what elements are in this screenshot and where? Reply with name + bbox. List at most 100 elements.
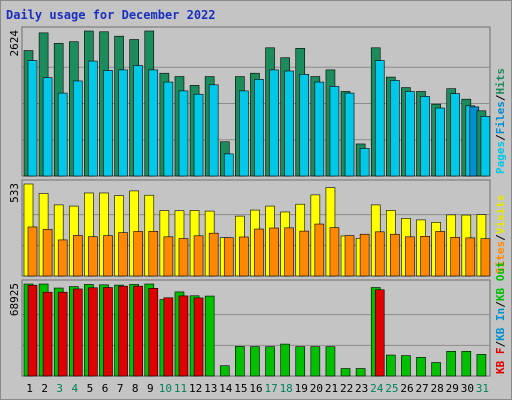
bar-kb-f <box>42 291 53 377</box>
bar-kb-f <box>27 284 38 377</box>
bar-kb-out <box>416 357 426 377</box>
legend-entry: / <box>494 301 507 308</box>
bar-files <box>329 86 340 177</box>
bar-kb-out <box>401 355 411 377</box>
bar-files <box>284 70 294 177</box>
day-label: 31 <box>476 382 489 395</box>
y-max-label: 533 <box>8 183 21 203</box>
bar-sites <box>344 235 355 277</box>
bar-sites <box>42 229 53 277</box>
bar-kb-out <box>325 346 336 377</box>
bar-files <box>27 60 38 177</box>
bar-files <box>163 81 174 177</box>
day-label: 5 <box>87 382 94 395</box>
bar-sites <box>450 237 461 277</box>
bar-sites <box>435 231 445 277</box>
bar-files <box>405 91 415 177</box>
day-label: 11 <box>174 382 187 395</box>
bar-files <box>118 69 128 177</box>
bar-sites <box>299 230 310 277</box>
bar-files <box>72 80 83 177</box>
legend-entry: Hits <box>494 68 507 95</box>
bar-files <box>359 148 370 177</box>
bar-files <box>344 92 355 177</box>
day-label: 30 <box>461 382 474 395</box>
day-label: 17 <box>264 382 277 395</box>
bar-kb-out <box>204 295 215 377</box>
bar-files <box>299 74 310 177</box>
bar-kb-f <box>133 285 143 377</box>
day-label: 13 <box>204 382 217 395</box>
day-label: 15 <box>234 382 247 395</box>
bar-kb-out <box>355 368 366 377</box>
bar-files <box>88 60 98 177</box>
day-label: 2 <box>41 382 48 395</box>
bar-kb-out <box>295 346 306 377</box>
day-label: 9 <box>147 382 154 395</box>
day-label: 12 <box>189 382 202 395</box>
legend-entry: Pages <box>494 141 507 174</box>
legend-entry: KB Out <box>494 261 507 301</box>
bar-kb-out <box>340 368 351 377</box>
legend-entry: Sites <box>494 241 507 274</box>
bar-kb-out <box>461 351 472 377</box>
bar-files <box>223 153 234 177</box>
bar-kb-f <box>88 287 98 377</box>
bar-sites <box>193 235 204 277</box>
bar-files <box>133 65 143 177</box>
legend-usage: Pages/Files/Hits <box>494 68 507 174</box>
day-label: 6 <box>102 382 109 395</box>
bar-kb-out <box>446 351 457 377</box>
bar-files <box>254 78 264 177</box>
bar-sites <box>314 223 325 277</box>
bar-sites <box>390 233 400 277</box>
bar-kb-f <box>118 285 128 377</box>
bar-files <box>178 90 189 177</box>
day-label: 27 <box>415 382 428 395</box>
bar-sites <box>254 228 264 277</box>
bar-kb-out <box>235 346 245 377</box>
bar-sites <box>118 232 128 277</box>
legend-entry: / <box>494 341 507 348</box>
bar-sites <box>27 226 38 277</box>
bar-files <box>239 90 249 177</box>
bar-files <box>314 81 325 177</box>
bar-sites <box>284 227 294 277</box>
legend-entry: / <box>494 234 507 241</box>
bar-sites <box>133 231 143 277</box>
day-label: 26 <box>400 382 413 395</box>
day-label: 16 <box>249 382 262 395</box>
bar-sites <box>359 233 370 277</box>
bar-sites <box>239 236 249 277</box>
day-label: 1 <box>26 382 33 395</box>
bar-files <box>420 96 430 177</box>
bar-kb-out <box>310 346 321 377</box>
day-label: 14 <box>219 382 233 395</box>
bar-kb-f <box>193 297 204 377</box>
bar-sites <box>178 238 189 277</box>
bar-files <box>193 93 204 177</box>
bar-sites <box>57 239 68 277</box>
bar-kb-f <box>57 291 68 377</box>
bar-sites <box>480 238 491 277</box>
legend-entry: KB F <box>494 348 507 375</box>
legend-entry: / <box>494 94 507 101</box>
bar-kb-f <box>72 288 83 377</box>
bar-kb-f <box>148 288 159 377</box>
bar-kb-out <box>250 346 260 377</box>
day-label: 7 <box>117 382 124 395</box>
bar-files <box>57 92 68 177</box>
bar-kb-out <box>219 365 230 377</box>
bar-sites <box>208 232 219 277</box>
bar-sites <box>269 227 279 277</box>
y-axis-labels: 2624 533 68925 <box>8 30 21 316</box>
day-label: 4 <box>72 382 79 395</box>
bar-sites <box>329 227 340 277</box>
bar-sites <box>465 237 476 277</box>
chart-title: Daily usage for December 2022 <box>6 8 216 22</box>
bar-files <box>390 80 400 177</box>
legend-kbytes: KB F/KB In/KB Out <box>494 261 507 374</box>
day-label: 19 <box>295 382 308 395</box>
day-label: 24 <box>370 382 384 395</box>
